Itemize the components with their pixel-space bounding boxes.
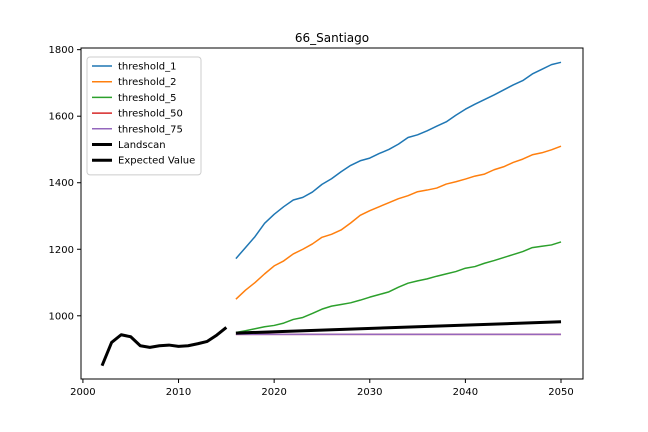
legend: threshold_1 threshold_2 threshold_5thresho… — [86, 56, 202, 176]
legend-label: threshold_50 — [118, 109, 183, 120]
legend-label: Landscan — [118, 140, 166, 151]
series-line-threshold-1 — [235, 61, 562, 260]
legend-label: threshold_75 — [118, 124, 183, 135]
series-line-threshold-2 — [235, 145, 562, 300]
legend-box — [86, 56, 202, 176]
x-tick-label: 2030 — [357, 387, 382, 398]
legend-label: threshold_2 — [118, 77, 176, 88]
y-tick-label: 1400 — [49, 178, 74, 189]
x-axis: 2000 2010 2020 2030 2040 2050 — [70, 379, 574, 398]
series-line-landscan — [100, 326, 228, 367]
y-tick-label: 1800 — [49, 45, 74, 56]
series-layer — [100, 61, 562, 367]
y-tick-label: 1600 — [49, 112, 74, 123]
x-tick-label: 2050 — [548, 387, 573, 398]
series-line-threshold-5 — [235, 241, 562, 334]
legend-label: Expected Value — [118, 156, 195, 167]
y-tick-label: 1200 — [49, 245, 74, 256]
x-tick-label: 2000 — [70, 387, 95, 398]
chart-title: 66_Santiago — [295, 31, 369, 45]
y-tick-label: 1000 — [49, 311, 74, 322]
x-tick-label: 2020 — [261, 387, 286, 398]
x-tick-label: 2010 — [166, 387, 191, 398]
x-tick-label: 2040 — [453, 387, 478, 398]
legend-label: threshold_5 — [118, 93, 176, 104]
y-axis: 1000 1200 1400 1600 1800 — [49, 45, 81, 322]
series-line-expected-value — [235, 320, 562, 335]
legend-label: threshold_1 — [118, 62, 176, 73]
plot-frame — [80, 47, 584, 380]
